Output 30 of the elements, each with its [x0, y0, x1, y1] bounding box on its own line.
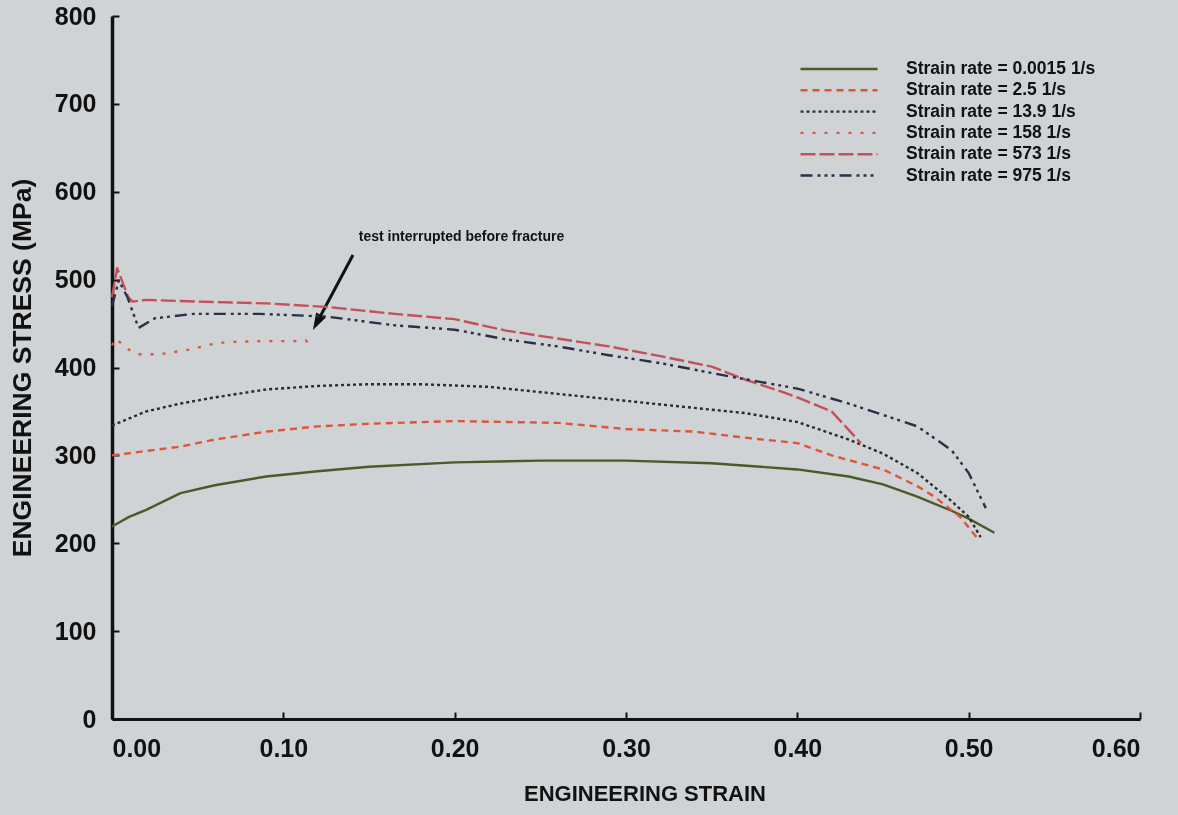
- legend-label: Strain rate = 0.0015 1/s: [906, 58, 1096, 78]
- line-series: [110, 383, 982, 539]
- legend-label: Strain rate = 2.5 1/s: [906, 79, 1067, 100]
- x-tick-label: 0.10: [259, 733, 309, 762]
- annotation: test interrupted before fracture: [358, 228, 565, 245]
- line-series: [110, 459, 996, 534]
- x-tick-label: 0.20: [430, 733, 480, 762]
- y-tick-label: 400: [54, 353, 97, 381]
- x-tick-label: 0.50: [944, 733, 994, 762]
- x-axis-title: ENGINEERING STRAIN: [523, 780, 767, 806]
- y-tick-label: 500: [54, 265, 97, 294]
- y-tick-label: 0: [82, 704, 97, 733]
- x-tick-label: 0.30: [602, 733, 651, 762]
- legend-label: Strain rate = 158 1/s: [906, 121, 1072, 142]
- legend-label: Strain rate = 573 1/s: [906, 143, 1072, 164]
- line-series: [110, 279, 987, 510]
- legend-label: Strain rate = 13.9 1/s: [906, 100, 1077, 121]
- y-tick-label: 700: [54, 89, 97, 118]
- line-series: [110, 419, 979, 540]
- x-tick-label: 0.60: [1091, 733, 1141, 762]
- y-tick-label: 800: [54, 1, 97, 30]
- y-tick-label: 600: [54, 177, 97, 206]
- y-tick-label: 200: [54, 528, 97, 557]
- legend-label: Strain rate = 975 1/s: [906, 164, 1072, 185]
- line-series: [110, 267, 862, 445]
- y-axis-title: ENGINEERING STRESS (MPa): [6, 178, 37, 558]
- x-tick-label: 0.40: [773, 733, 823, 762]
- y-tick-label: 300: [54, 440, 97, 469]
- y-tick-label: 100: [54, 616, 97, 645]
- x-tick-label: 0.00: [112, 733, 162, 762]
